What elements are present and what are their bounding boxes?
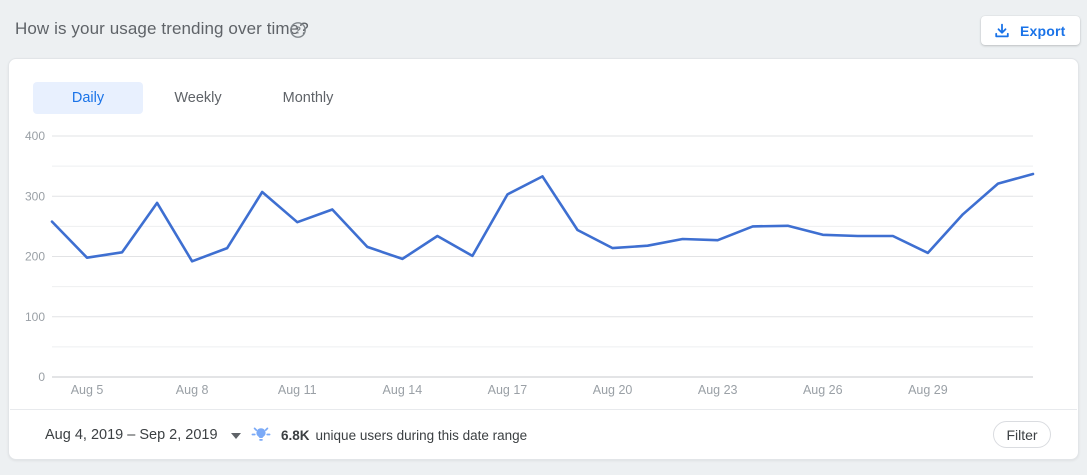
page-title: How is your usage trending over time?: [15, 19, 309, 38]
unique-users-text: unique users during this date range: [315, 427, 528, 443]
x-axis-tick-label: Aug 23: [698, 383, 738, 397]
x-axis-tick-label: Aug 20: [593, 383, 633, 397]
export-button-label: Export: [1020, 22, 1066, 39]
export-button[interactable]: Export: [981, 16, 1080, 45]
page-header: How is your usage trending over time? ? …: [0, 0, 1087, 58]
usage-insight: 6.8K unique users during this date range: [249, 421, 527, 449]
filter-button[interactable]: Filter: [993, 421, 1051, 448]
x-axis-tick-label: Aug 29: [908, 383, 948, 397]
tab-daily[interactable]: Daily: [33, 82, 143, 114]
svg-text:?: ?: [295, 26, 301, 37]
granularity-tabs: Daily Weekly Monthly: [33, 82, 363, 114]
tab-weekly[interactable]: Weekly: [174, 90, 222, 106]
chevron-down-icon: [230, 433, 241, 439]
x-axis-tick-label: Aug 14: [383, 383, 423, 397]
download-icon: [995, 23, 1009, 37]
y-axis-tick-label: 300: [25, 189, 45, 203]
x-axis-tick-label: Aug 11: [278, 383, 317, 397]
x-axis-tick-label: Aug 26: [803, 383, 843, 397]
x-axis-tick-label: Aug 17: [488, 383, 528, 397]
x-axis-tick-label: Aug 5: [71, 383, 104, 397]
y-axis-tick-label: 0: [38, 370, 45, 384]
help-circle-icon[interactable]: ?: [289, 21, 307, 39]
y-axis-tick-label: 400: [25, 129, 45, 143]
card-footer: Aug 4, 2019 – Sep 2, 2019 6.8K unique us…: [9, 410, 1078, 460]
date-range-selector[interactable]: Aug 4, 2019 – Sep 2, 2019: [37, 421, 249, 449]
tab-monthly[interactable]: Monthly: [282, 90, 334, 106]
usage-card: Daily Weekly Monthly Aug 4, 2019 – Sep 2…: [8, 58, 1079, 460]
unique-users-count: 6.8K: [281, 427, 310, 443]
lightbulb-icon: [251, 427, 271, 441]
footer-divider: [10, 409, 1077, 410]
y-axis-tick-label: 100: [25, 310, 45, 324]
x-axis-tick-label: Aug 8: [176, 383, 209, 397]
y-axis-tick-label: 200: [25, 250, 45, 264]
date-range-label: Aug 4, 2019 – Sep 2, 2019: [45, 427, 218, 443]
usage-trend-line: [50, 172, 1035, 263]
